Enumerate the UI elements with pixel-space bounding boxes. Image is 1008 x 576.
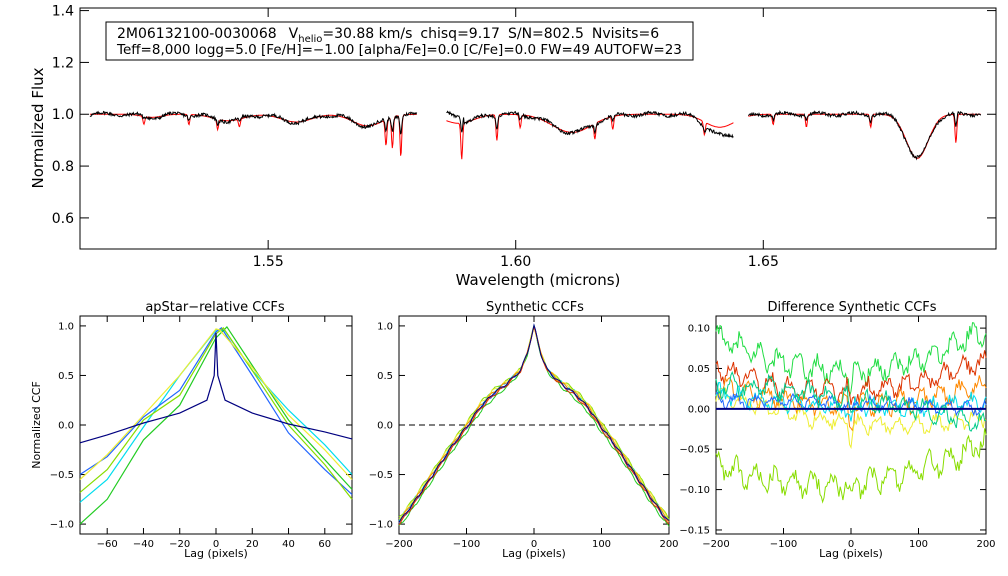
synthetic-ccf-line [398,324,670,520]
nvisits-value: Nvisits=6 [592,26,659,42]
synthetic-ccf-axis-ticks: −200 −100 0 100 200 −1.0 −0.5 0.0 0.5 1.0 [369,316,679,550]
x-tick-label: 40 [282,539,295,550]
y-tick-label: 1.2 [52,55,74,71]
apstar-ccf-frame [79,315,353,535]
y-tick-label: −1.0 [369,520,393,531]
apstar-ccf-line [79,325,353,525]
x-tick-label: 200 [976,539,995,550]
synthetic-ccf-xlabel: Lag (pixels) [502,547,566,560]
apstar-ccf-title: apStar−relative CCFs [145,300,285,315]
synthetic-ccf-series [398,323,670,527]
difference-ccf-title: Difference Synthetic CCFs [767,300,936,315]
x-tick-label: 1.60 [500,254,531,270]
x-tick-label: 60 [318,539,331,550]
y-tick-label: 0.10 [688,324,710,335]
apstar-ccf-series [79,325,353,525]
x-tick-label: 0 [213,539,219,550]
y-tick-label: 1.4 [52,3,74,19]
x-tick-label: −100 [453,539,480,550]
synthetic-ccf-line [398,323,670,523]
apstar-ccf-line [79,327,353,495]
synthetic-ccf-title: Synthetic CCFs [486,300,584,315]
v-value: =30.88 km/s [322,26,412,42]
spectrum-axis-ticks: 1.55 1.60 1.65 0.6 0.8 1.0 1.2 1.4 [52,3,996,270]
spectrum-panel: 1.55 1.60 1.65 0.6 0.8 1.0 1.2 1.4 2M06132100-0… [29,3,997,289]
y-tick-label: −0.5 [50,470,74,481]
x-tick-label: −20 [169,539,190,550]
spectrum-xlabel: Wavelength (microns) [456,271,621,289]
annotation-line2: Teff=8,000 logg=5.0 [Fe/H]=−1.00 [alpha/… [116,42,682,58]
y-tick-label: 0.05 [688,364,710,375]
x-tick-label: 200 [659,539,678,550]
x-tick-label: −40 [133,539,154,550]
y-tick-label: −0.05 [679,445,710,456]
y-tick-label: 1.0 [58,321,74,332]
spectrum-series [89,110,982,161]
y-tick-label: 0.00 [688,404,710,415]
y-tick-label: −0.5 [369,470,393,481]
difference-ccf-panel: Difference Synthetic CCFs −200 −100 0 100 20… [679,300,995,560]
x-tick-label: 20 [246,539,259,550]
synthetic-ccf-line [398,326,670,521]
synthetic-ccf-line [398,324,670,526]
model-spectrum-line [748,113,981,159]
difference-ccf-axis-ticks: −200 −100 0 100 200 −0.15 −0.10 −0.05 0.00 0.05 0.… [679,316,996,550]
y-tick-label: 0.0 [58,421,74,432]
y-tick-label: −0.15 [679,525,710,536]
chisq-value: chisq=9.17 [420,26,500,42]
x-tick-label: 0 [531,539,537,550]
apstar-ccf-ylabel: Normalized CCF [30,381,43,469]
x-tick-label: 1.55 [253,254,284,270]
apstar-ccf-line [79,327,353,500]
model-spectrum-line [446,113,734,160]
star-id: 2M06132100-0030068 [117,26,277,42]
x-tick-label: −60 [97,539,118,550]
x-tick-label: −100 [770,539,797,550]
y-tick-label: 0.8 [52,159,74,175]
y-tick-label: 0.5 [377,371,393,382]
apstar-ccf-axis-ticks: −60 −40 −20 0 20 40 60 −1.0 −0.5 0.0 0.5 1.0 [50,316,352,550]
x-tick-label: 100 [909,539,928,550]
spectrum-frame [79,7,997,250]
difference-ccf-xlabel: Lag (pixels) [819,547,883,560]
model-spectrum-line [89,113,417,156]
observed-spectrum-line [446,110,734,139]
apstar-ccf-line [79,332,353,444]
spectrum-ylabel: Normalized Flux [29,67,47,188]
observed-spectrum-line [89,110,418,135]
synthetic-ccf-panel: Synthetic CCFs −200 −100 0 100 200 −1.0 −0.5 0.… [369,300,679,560]
apstar-ccf-line [79,328,353,480]
v-subscript: helio [298,34,322,45]
x-tick-label: 1.65 [748,254,779,270]
y-tick-label: 1.0 [52,107,74,123]
difference-ccf-frame [715,315,987,535]
y-tick-label: 0.6 [52,211,74,227]
x-tick-label: −200 [385,539,412,550]
v-label: V [289,26,299,42]
y-tick-label: −1.0 [50,520,74,531]
annotation-box [105,21,694,61]
synthetic-ccf-line [398,323,670,524]
observed-spectrum-line [747,110,982,161]
y-tick-label: 0.5 [58,371,74,382]
annotation-line1: 2M06132100-0030068 Vhelio=30.88 km/s chisq… [117,26,659,45]
x-tick-label: 0 [848,539,854,550]
difference-ccf-line [715,387,987,450]
apstar-ccf-xlabel: Lag (pixels) [184,547,248,560]
y-tick-label: −0.10 [679,485,710,496]
difference-ccf-series [715,322,987,504]
apstar-ccf-panel: apStar−relative CCFs −60 −40 −20 0 20 40 60 −1.… [30,300,353,560]
synthetic-ccf-line [398,325,670,527]
difference-ccf-line [715,428,987,504]
y-tick-label: 1.0 [377,321,393,332]
synthetic-ccf-line [398,325,670,522]
snr-value: S/N=802.5 [508,26,584,42]
y-tick-label: 0.0 [377,421,393,432]
x-tick-label: 100 [592,539,611,550]
difference-ccf-line [715,322,987,397]
x-tick-label: −200 [702,539,729,550]
